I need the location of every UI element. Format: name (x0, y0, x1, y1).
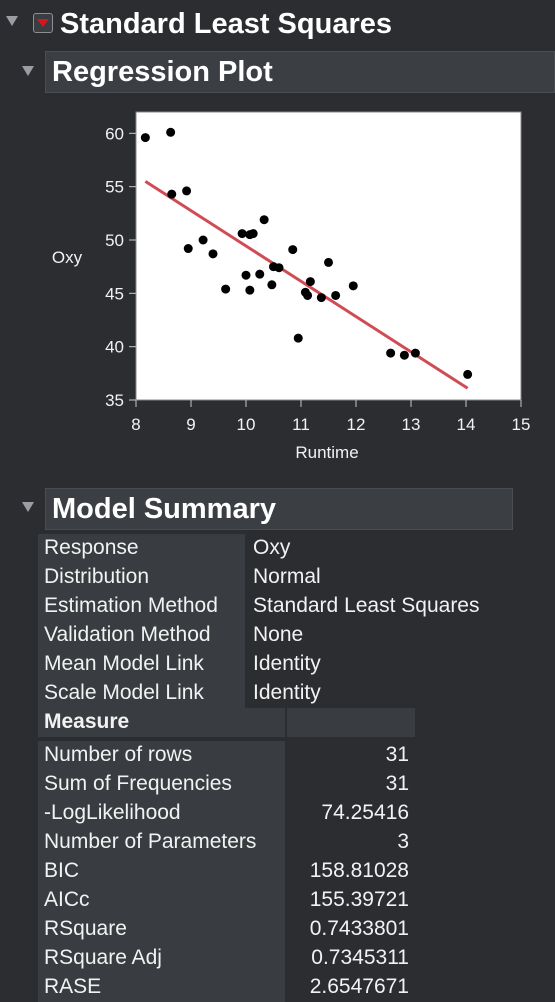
data-point (386, 348, 396, 358)
x-tick-label: 12 (347, 415, 366, 434)
y-tick-label: 35 (105, 391, 124, 410)
data-point (331, 290, 341, 300)
data-point (293, 333, 303, 343)
red-triangle-menu-icon[interactable] (33, 13, 53, 33)
measure-value: 31 (385, 743, 409, 766)
data-point (288, 245, 298, 255)
summary-label: Mean Model Link (38, 650, 245, 679)
x-tick-label: 13 (402, 415, 421, 434)
y-tick-label: 60 (105, 124, 124, 143)
measure-value: 3 (397, 830, 409, 853)
x-tick-label: 11 (292, 415, 310, 434)
measure-value: 0.7433801 (309, 917, 409, 940)
data-point (167, 189, 177, 199)
collapse-triangle-icon[interactable] (22, 502, 34, 512)
measure-value: 31 (385, 772, 409, 795)
measure-label: RSquare (38, 915, 285, 944)
measure-value: 74.25416 (321, 801, 409, 824)
measure-value: 0.7345311 (311, 946, 409, 969)
measure-value: 155.39721 (309, 888, 409, 911)
data-point (267, 280, 277, 290)
data-point (303, 290, 313, 300)
y-tick-label: 40 (105, 338, 124, 357)
data-point (221, 284, 231, 294)
x-tick-label: 14 (457, 415, 476, 434)
summary-label: Estimation Method (38, 592, 245, 621)
x-tick-label: 10 (237, 415, 256, 434)
collapse-triangle-icon[interactable] (6, 16, 18, 26)
model-summary-header: Model Summary (45, 488, 513, 530)
x-axis-label: Runtime (295, 443, 358, 462)
summary-value: None (253, 623, 304, 646)
measure-value: 2.6547671 (309, 975, 409, 998)
plot-frame (135, 111, 522, 401)
y-tick-label: 55 (105, 178, 124, 197)
measure-label: BIC (38, 857, 285, 886)
data-point (245, 285, 255, 295)
data-point (348, 281, 358, 291)
data-point (182, 186, 192, 196)
measure-label: AICc (38, 886, 285, 915)
y-tick-label: 45 (105, 284, 124, 303)
measure-label: RSquare Adj (38, 944, 285, 973)
data-point (237, 229, 247, 239)
data-point (166, 127, 176, 137)
data-point (208, 249, 218, 259)
regression-plot: 8 9 10 11 12 13 14 15 35 40 45 50 55 60 Runtime Oxy (52, 111, 531, 462)
data-point (410, 348, 420, 358)
summary-label: Distribution (38, 563, 245, 592)
data-point (140, 133, 150, 143)
summary-label: Validation Method (38, 621, 245, 650)
measure-value: 158.81028 (309, 859, 409, 882)
data-point (324, 257, 333, 267)
summary-value: Identity (253, 652, 321, 675)
data-point (305, 277, 315, 287)
data-point (241, 270, 251, 280)
measure-label: Number of Parameters (38, 828, 285, 857)
summary-value: Identity (253, 681, 321, 704)
data-point (274, 263, 284, 273)
data-point (463, 369, 473, 379)
x-tick-label: 9 (186, 415, 195, 434)
data-point (259, 215, 269, 225)
summary-label: Response (38, 534, 245, 563)
measure-label: Sum of Frequencies (38, 770, 285, 799)
data-point (399, 350, 409, 360)
x-tick-label: 8 (131, 415, 140, 434)
summary-value: Oxy (253, 536, 291, 559)
measure-column-header: Measure (38, 708, 285, 737)
data-point (183, 244, 193, 254)
data-point (255, 269, 265, 279)
data-point (248, 229, 258, 239)
summary-label: Scale Model Link (38, 679, 245, 708)
summary-value: Standard Least Squares (253, 594, 480, 617)
measure-label: -LogLikelihood (38, 799, 285, 828)
measure-label: Number of rows (38, 741, 285, 770)
regression-plot-header: Regression Plot (45, 51, 555, 93)
summary-value: Normal (253, 565, 321, 588)
collapse-triangle-icon[interactable] (22, 66, 34, 76)
y-axis-label: Oxy (52, 248, 83, 267)
measure-label: RASE (38, 973, 285, 1002)
data-point (316, 293, 326, 303)
y-tick-label: 50 (105, 231, 124, 250)
report-title: Standard Least Squares (60, 8, 392, 40)
x-tick-label: 15 (512, 415, 531, 434)
data-point (198, 235, 208, 245)
value-column-header (287, 708, 415, 737)
